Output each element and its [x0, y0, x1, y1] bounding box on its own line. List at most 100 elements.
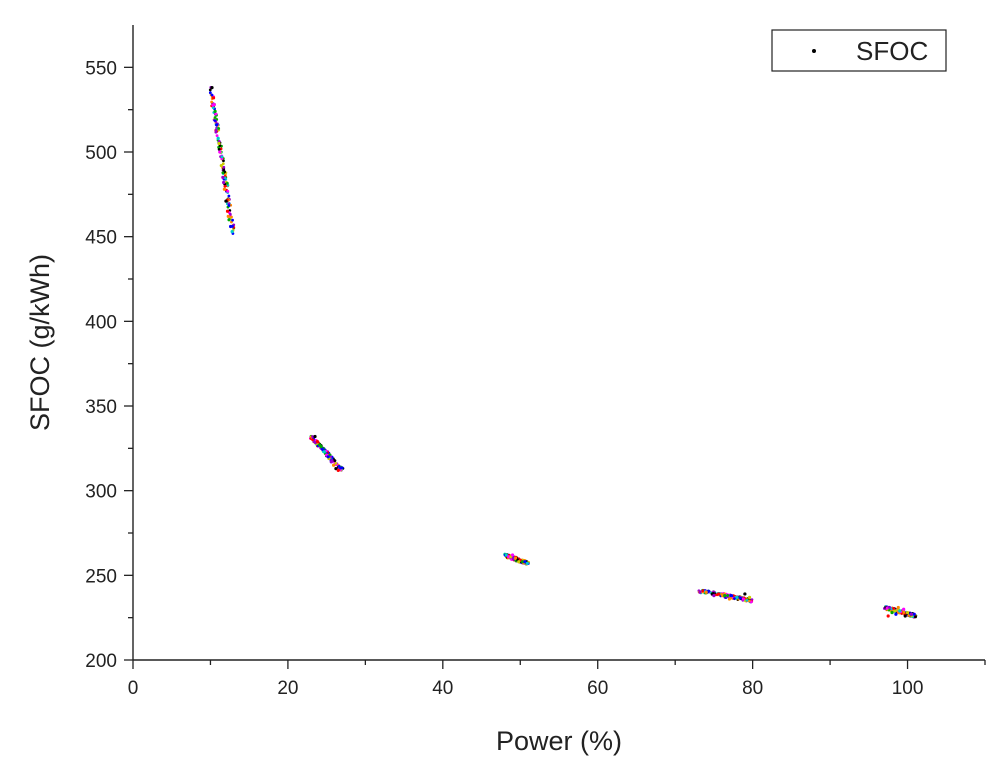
data-point: [885, 606, 889, 610]
data-point: [220, 155, 224, 159]
data-point: [890, 610, 894, 615]
data-point: [747, 599, 751, 603]
data-point: [218, 150, 222, 154]
data-point: [723, 594, 727, 598]
data-point: [311, 435, 314, 438]
data-point: [914, 615, 917, 619]
data-point: [211, 96, 216, 100]
data-point: [214, 112, 218, 116]
data-point: [222, 168, 226, 172]
data-point: [511, 556, 515, 561]
data-point: [225, 181, 229, 185]
y-tick-label: 400: [85, 312, 117, 333]
x-tick-label: 80: [742, 678, 763, 699]
y-axis-title: SFOC (g/kWh): [25, 254, 55, 431]
data-point: [886, 614, 890, 618]
data-point: [743, 592, 747, 596]
data-point: [231, 218, 234, 222]
data-point: [213, 116, 217, 119]
data-point: [216, 136, 220, 141]
axes: 0 20 40 60 80 100 200 250 300 350 400 450 500 550: [85, 25, 986, 699]
legend-label: SFOC: [856, 36, 928, 66]
data-point: [892, 609, 896, 613]
data-point: [221, 162, 225, 166]
data-point: [225, 209, 230, 213]
data-point: [720, 594, 724, 598]
data-point: [507, 555, 511, 559]
data-point: [226, 189, 230, 193]
y-tick-label: 200: [85, 651, 117, 672]
data-point: [329, 460, 333, 464]
data-point: [903, 614, 907, 618]
legend: SFOC: [771, 29, 947, 72]
y-tick-label: 300: [85, 482, 117, 503]
data-point: [733, 597, 736, 601]
legend-marker: [812, 49, 816, 53]
data-point: [217, 141, 221, 146]
data-point: [224, 199, 228, 203]
data-point: [334, 467, 338, 471]
data-point: [747, 595, 752, 599]
data-point: [729, 594, 733, 598]
x-tick-label: 100: [892, 678, 924, 699]
data-point: [504, 553, 508, 557]
data-point: [217, 147, 221, 151]
data-point: [896, 605, 900, 610]
data-point: [716, 592, 721, 596]
data-point: [223, 185, 227, 188]
data-point: [909, 612, 914, 616]
data-point: [210, 100, 214, 104]
data-point: [749, 600, 753, 604]
legend-box: [771, 29, 947, 72]
data-point: [208, 88, 212, 92]
data-point: [894, 612, 898, 616]
x-tick-label: 0: [128, 678, 139, 699]
x-tick-label: 60: [587, 678, 608, 699]
data-point: [334, 461, 338, 465]
data-point: [319, 445, 323, 449]
data-point: [228, 224, 233, 229]
data-point: [741, 597, 745, 601]
data-point: [313, 434, 317, 439]
data-point: [217, 126, 221, 130]
y-tick-label: 450: [85, 228, 117, 249]
data-point: [735, 595, 739, 599]
data-point: [230, 229, 234, 234]
data-point: [523, 560, 527, 564]
data-point: [707, 589, 711, 593]
data-point: [905, 610, 910, 615]
data-point: [902, 607, 906, 611]
data-point: [213, 109, 217, 113]
data-point: [210, 93, 214, 97]
data-point: [215, 123, 219, 127]
data-point: [898, 609, 902, 613]
data-point: [517, 560, 521, 564]
data-point: [311, 438, 314, 442]
data-point: [226, 214, 230, 218]
data-point: [212, 102, 216, 107]
data-point: [222, 159, 225, 163]
data-point: [221, 171, 225, 175]
data-point: [332, 463, 336, 467]
data-point: [738, 596, 742, 600]
data-point: [336, 468, 340, 472]
data-points: [208, 86, 918, 619]
data-point: [230, 215, 233, 219]
data-point: [704, 590, 708, 594]
data-point: [227, 218, 231, 222]
data-point: [712, 594, 716, 598]
data-point: [514, 556, 518, 561]
x-axis-title: Power (%): [496, 726, 622, 756]
data-point: [227, 194, 231, 198]
data-point: [215, 134, 219, 138]
data-point: [213, 119, 217, 122]
data-point: [525, 561, 529, 566]
data-point: [214, 130, 218, 134]
data-point: [520, 560, 525, 564]
data-point: [726, 594, 730, 597]
data-point: [727, 597, 732, 601]
data-point: [222, 180, 226, 185]
data-point: [902, 610, 906, 614]
